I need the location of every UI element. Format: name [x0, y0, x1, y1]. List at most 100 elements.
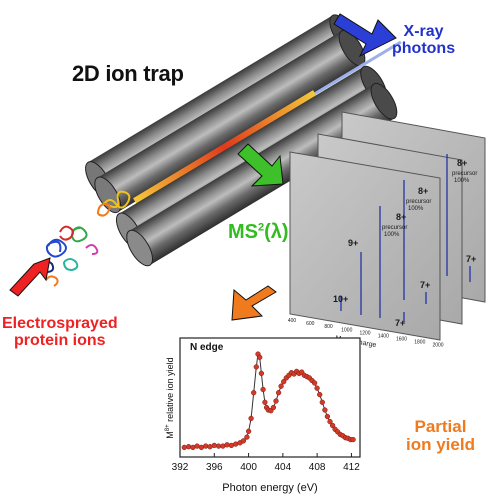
xray-label-line2: photons: [392, 39, 456, 57]
precursor-percent-front: 100%: [384, 232, 400, 238]
data-point: [245, 428, 252, 434]
partial-ion-yield-label: Partial ion yield: [406, 418, 475, 454]
spectrum-tick-label: 2000: [432, 343, 443, 349]
plot-title: N edge: [190, 342, 224, 353]
data-point: [260, 386, 266, 393]
xray-arrow: [333, 13, 397, 58]
peak-label-8: 8+: [396, 212, 406, 222]
peak-label-8-middle: 8+: [418, 186, 428, 196]
plot-x-ticks: 392 396 400 404 408 412: [172, 453, 360, 473]
protein-ion-teal: [63, 258, 79, 272]
plot-ylabel-main: M: [165, 431, 175, 439]
spectrum-panel-front: [289, 151, 441, 341]
protein-ion-orange-2: [45, 275, 59, 287]
data-point: [258, 370, 265, 377]
data-point: [317, 391, 323, 398]
x-tick-label: 412: [343, 462, 360, 473]
yield-plot: N edge 392 396 400 404 408 412 Photon energy …: [165, 337, 361, 494]
x-tick-label: 404: [275, 462, 292, 473]
x-tick-label: 396: [206, 462, 223, 473]
partial-label-line2: ion yield: [406, 434, 475, 454]
data-point: [203, 443, 209, 449]
data-point: [327, 418, 333, 425]
xray-label-line1: X-ray: [403, 23, 444, 40]
esi-arrow: [9, 257, 51, 297]
ion-trap-title: 2D ion trap: [72, 61, 184, 86]
peak-label-7-back: 7+: [466, 254, 476, 264]
spectrum-tick-label: 1600: [396, 337, 407, 343]
data-point: [281, 379, 287, 385]
data-point: [262, 399, 268, 405]
ms2-spectra-stack: 10+ 9+ 8+ 7+ 8+ 7+ 8+ 7+ precursor 100% …: [288, 111, 486, 349]
precursor-label-front: precursor: [382, 225, 407, 231]
data-point: [329, 422, 336, 429]
plot-xlabel: Photon energy (eV): [222, 482, 317, 494]
peak-label-9: 9+: [348, 238, 358, 248]
yield-series-points: [181, 351, 356, 451]
spectrum-tick-label: 1400: [378, 333, 389, 339]
precursor-percent-back: 100%: [454, 178, 470, 184]
esi-label-line2: protein ions: [14, 331, 106, 349]
data-point: [319, 399, 325, 405]
plot-ylabel-sup: 8+: [165, 424, 171, 431]
data-point: [275, 390, 282, 396]
esi-label-line1: Electrosprayed: [2, 315, 118, 332]
data-point: [224, 442, 230, 448]
precursor-label-back: precursor: [452, 171, 477, 177]
x-tick-label: 400: [240, 462, 257, 473]
precursor-label-middle: precursor: [406, 199, 431, 205]
x-tick-label: 392: [172, 462, 189, 473]
ms2-arrow: [237, 143, 284, 187]
protein-ion-blue: [45, 238, 67, 258]
ms2-label: MS2(λ): [228, 222, 289, 243]
plot-frame: [179, 337, 361, 458]
data-point: [257, 354, 263, 360]
spectrum-tick-label: 1200: [359, 330, 370, 336]
spectrum-tick-label: 400: [288, 318, 297, 324]
data-point: [248, 415, 254, 422]
data-point: [251, 390, 257, 396]
x-tick-label: 408: [309, 462, 326, 473]
xray-photons-label: X-ray photons: [392, 23, 456, 58]
ms2-label-sup: 2: [258, 221, 265, 234]
data-point: [273, 398, 279, 404]
data-point: [181, 444, 187, 451]
spectrum-axis: 400 600 800 1000 1200 1400 1600 1800 2000: [288, 318, 444, 349]
data-point: [211, 442, 217, 449]
data-point: [270, 404, 277, 411]
plot-ylabel: M8+ relative ion yield: [165, 357, 175, 438]
electrosprayed-ions-label: Electrosprayed protein ions: [2, 315, 118, 350]
data-point: [350, 436, 356, 443]
data-point: [244, 434, 250, 440]
precursor-percent-middle: 100%: [408, 206, 424, 212]
spectrum-tick-label: 600: [306, 321, 315, 327]
protein-ion-orange: [97, 202, 111, 217]
spectrum-tick-label: 800: [324, 324, 333, 330]
protein-ion-green: [70, 226, 88, 243]
protein-ion-magenta: [85, 244, 99, 255]
spectrum-tick-label: 1800: [414, 340, 425, 346]
trap-rod-top: [94, 29, 366, 214]
data-point: [278, 383, 284, 389]
peak-label-7: 7+: [395, 318, 405, 328]
data-point: [253, 364, 259, 370]
ms2-label-main: MS: [228, 221, 258, 243]
peak-label-10: 10+: [333, 294, 348, 304]
plot-ylabel-tail: relative ion yield: [165, 357, 175, 424]
data-point: [314, 385, 320, 391]
ion-beam: [133, 90, 318, 206]
data-point: [324, 413, 331, 420]
spectrum-tick-label: 1000: [341, 327, 352, 333]
peak-label-8-back: 8+: [457, 158, 467, 168]
partial-arrow: [231, 285, 277, 321]
data-point: [185, 444, 192, 450]
partial-label-line1: Partial: [414, 417, 467, 436]
xray-beam-line: [314, 40, 402, 95]
protein-ion-red: [59, 225, 74, 241]
data-point: [240, 438, 247, 444]
peak-label-7-middle: 7+: [420, 280, 430, 290]
data-point: [311, 380, 318, 386]
ms2-label-tail: (λ): [264, 221, 289, 243]
data-point: [322, 407, 328, 413]
